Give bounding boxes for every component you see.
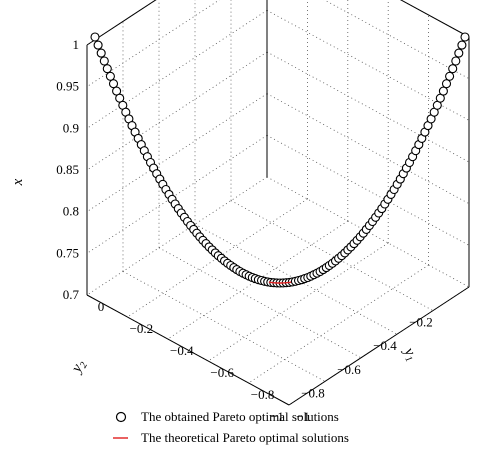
obtained-point — [454, 48, 464, 58]
y1-tick-label: 0 — [98, 299, 105, 314]
obtained-point — [90, 32, 100, 42]
obtained-point — [99, 56, 109, 66]
legend-label-theoretical: The theoretical Pareto optimal solutions — [141, 430, 349, 445]
y2-tick-label: −0.4 — [373, 338, 397, 353]
grid-line — [266, 93, 470, 205]
y1-axis-label: y1 — [398, 343, 420, 364]
y2-axis-label: y2 — [68, 357, 90, 378]
grid-line — [323, 0, 470, 80]
obtained-point — [441, 79, 452, 89]
obtained-point — [93, 40, 103, 50]
y1-tick-label: −0.4 — [170, 343, 194, 358]
x-tick-label: 1 — [73, 37, 80, 52]
frame-edge — [86, 294, 290, 406]
obtained-point — [451, 56, 461, 66]
legend: The obtained Pareto optimal solutions Th… — [113, 409, 349, 445]
x-tick-label: 0.95 — [56, 79, 79, 94]
y1-tick-label: −0.6 — [210, 365, 234, 380]
theoretical-curve — [268, 281, 292, 284]
x-tick-label: 0.75 — [56, 245, 79, 260]
y1-tick-label: −0.8 — [251, 387, 275, 402]
obtained-point — [96, 48, 106, 58]
obtained-point — [448, 64, 458, 74]
obtained-point — [460, 32, 470, 42]
y1-tick-label: −1 — [296, 409, 310, 424]
grid-line — [86, 176, 268, 296]
obtained-point — [438, 86, 448, 96]
legend-label-obtained: The obtained Pareto optimal solutions — [141, 409, 339, 424]
x-tick-label: 0.8 — [63, 204, 79, 219]
obtained-point — [108, 79, 119, 89]
obtained-point — [105, 71, 115, 81]
theoretical-solution-line — [268, 281, 292, 284]
tick-labels: 0.7 0.75 0.8 0.85 0.9 0.95 1 −0.2 −0.4 −0.6 −0.8 −1… — [56, 37, 433, 424]
x-tick-label: 0.9 — [63, 120, 79, 135]
frame-edge — [400, 0, 470, 38]
obtained-point — [445, 71, 455, 81]
y1-tick-label: −0.2 — [130, 321, 154, 336]
grid-line — [207, 242, 389, 362]
y2-tick-label: −0.2 — [409, 315, 433, 330]
obtained-solutions-markers — [90, 32, 470, 288]
grid-line — [86, 0, 157, 46]
axes-frame — [86, 0, 470, 406]
frame-edge — [288, 286, 470, 406]
x-axis-label: x — [10, 178, 26, 186]
y2-tick-label: −0.6 — [337, 362, 361, 377]
obtained-point — [102, 64, 112, 74]
x-tick-label: 0.85 — [56, 162, 79, 177]
legend-circle-marker — [115, 411, 127, 423]
grid-layer — [86, 0, 470, 406]
grid-line — [230, 200, 434, 311]
x-tick-label: 0.7 — [63, 287, 80, 302]
obtained-point — [457, 40, 467, 50]
y2-tick-label: −0.8 — [301, 385, 325, 400]
frame-edge — [86, 0, 157, 46]
grid-line — [400, 0, 470, 38]
y2-tick-label: −1 — [270, 409, 284, 424]
